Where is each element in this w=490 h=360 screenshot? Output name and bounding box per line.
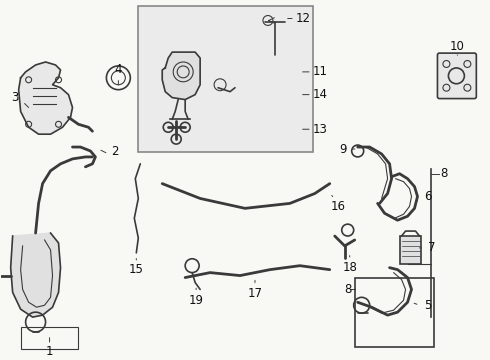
Polygon shape — [19, 62, 73, 134]
Text: 13: 13 — [312, 123, 327, 136]
Text: 16: 16 — [330, 200, 345, 213]
Text: 9: 9 — [339, 143, 346, 156]
Text: 4: 4 — [115, 63, 122, 76]
Text: 18: 18 — [342, 261, 357, 274]
Bar — [399, 236, 421, 264]
Text: 7: 7 — [428, 242, 435, 255]
Text: 19: 19 — [189, 294, 204, 307]
Text: 17: 17 — [247, 287, 263, 300]
FancyBboxPatch shape — [438, 53, 476, 99]
Bar — [138, 6, 313, 152]
Text: 11: 11 — [312, 66, 327, 78]
Text: 1: 1 — [46, 345, 53, 358]
Polygon shape — [11, 233, 61, 317]
Polygon shape — [162, 52, 200, 100]
Text: 12: 12 — [295, 12, 310, 25]
Text: 14: 14 — [312, 88, 327, 101]
Text: 6: 6 — [424, 190, 431, 203]
Text: 3: 3 — [11, 91, 18, 104]
Text: 15: 15 — [129, 263, 144, 276]
Text: 8: 8 — [441, 167, 448, 180]
Text: 5: 5 — [424, 299, 431, 312]
Text: 8: 8 — [344, 283, 351, 296]
Text: 10: 10 — [450, 40, 465, 53]
Text: 2: 2 — [112, 145, 119, 158]
Bar — [355, 278, 435, 347]
Bar — [21, 327, 78, 349]
